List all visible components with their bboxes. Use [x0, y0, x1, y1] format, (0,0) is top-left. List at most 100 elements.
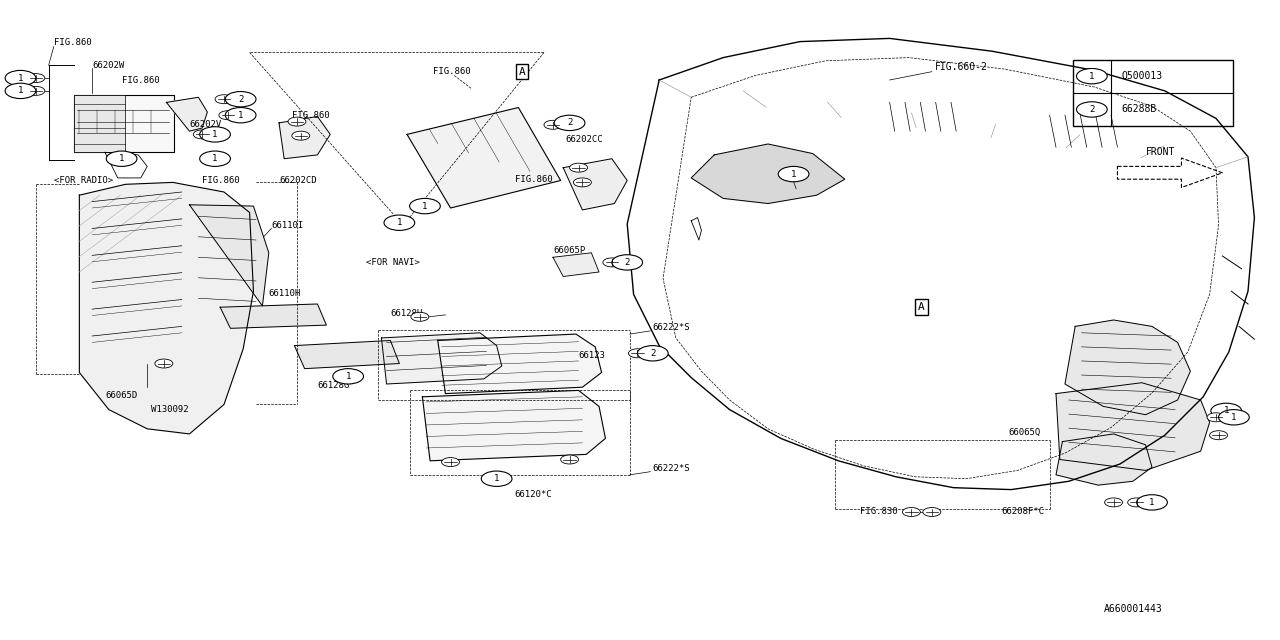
Text: 2: 2 [1089, 105, 1094, 114]
Circle shape [573, 178, 591, 187]
Text: 2: 2 [625, 258, 630, 267]
Bar [1073, 60, 1233, 126]
Text: 2: 2 [650, 349, 655, 358]
Circle shape [288, 117, 306, 126]
Circle shape [200, 127, 230, 142]
Text: 66222*S: 66222*S [653, 323, 690, 332]
Polygon shape [189, 205, 269, 306]
Circle shape [410, 198, 440, 214]
Polygon shape [1056, 383, 1210, 470]
Circle shape [27, 74, 45, 83]
Text: 66288B: 66288B [1121, 104, 1157, 115]
Circle shape [5, 83, 36, 99]
Circle shape [603, 258, 621, 267]
Circle shape [292, 131, 310, 140]
Circle shape [923, 508, 941, 516]
Circle shape [106, 151, 137, 166]
Text: 66065Q: 66065Q [1009, 428, 1041, 436]
Text: 1: 1 [397, 218, 402, 227]
Text: 66202CC: 66202CC [566, 135, 603, 144]
Text: 2: 2 [238, 95, 243, 104]
Text: 2: 2 [567, 118, 572, 127]
Bar [74, 95, 125, 152]
Text: 1: 1 [346, 372, 351, 381]
Circle shape [155, 359, 173, 368]
Polygon shape [294, 340, 399, 369]
Polygon shape [79, 182, 253, 434]
Text: 66208F*C: 66208F*C [1001, 508, 1044, 516]
Text: 66202CD: 66202CD [279, 176, 316, 185]
Text: 66123: 66123 [579, 351, 605, 360]
Circle shape [1076, 68, 1107, 84]
Polygon shape [279, 116, 330, 159]
Text: 1: 1 [494, 474, 499, 483]
Circle shape [1211, 403, 1242, 419]
Circle shape [333, 369, 364, 384]
Text: 1: 1 [1224, 406, 1229, 415]
Text: 1: 1 [18, 74, 23, 83]
Text: <FOR RADIO>: <FOR RADIO> [54, 176, 113, 185]
Circle shape [384, 215, 415, 230]
Text: 66065P: 66065P [553, 246, 585, 255]
Text: 1: 1 [1149, 498, 1155, 507]
Text: 1: 1 [212, 130, 218, 139]
Text: 1: 1 [422, 202, 428, 211]
Text: FRONT: FRONT [1147, 147, 1175, 157]
Circle shape [554, 115, 585, 131]
Text: 1: 1 [791, 170, 796, 179]
Polygon shape [438, 334, 602, 394]
Polygon shape [166, 97, 207, 131]
Bar [74, 95, 174, 152]
Polygon shape [381, 333, 502, 384]
Text: 66222*S: 66222*S [653, 464, 690, 473]
Polygon shape [691, 144, 845, 204]
Text: 66202W: 66202W [92, 61, 124, 70]
Text: 66128G: 66128G [317, 381, 349, 390]
Text: 1: 1 [119, 154, 124, 163]
Text: 1: 1 [1231, 413, 1236, 422]
Circle shape [1137, 495, 1167, 510]
Circle shape [561, 455, 579, 464]
Circle shape [215, 95, 233, 104]
Circle shape [778, 166, 809, 182]
Text: 1: 1 [212, 154, 218, 163]
Circle shape [902, 508, 920, 516]
Circle shape [219, 111, 237, 120]
Text: 1: 1 [18, 86, 23, 95]
Polygon shape [422, 390, 605, 461]
Circle shape [637, 346, 668, 361]
Polygon shape [1056, 434, 1152, 485]
Text: FIG.860: FIG.860 [433, 67, 470, 76]
Circle shape [411, 312, 429, 321]
Circle shape [200, 151, 230, 166]
Text: W130092: W130092 [151, 405, 188, 414]
Circle shape [5, 70, 36, 86]
Text: FIG.860: FIG.860 [292, 111, 329, 120]
Circle shape [1128, 498, 1146, 507]
Circle shape [442, 458, 460, 467]
Text: 1: 1 [238, 111, 243, 120]
Text: 66110H: 66110H [269, 289, 301, 298]
Circle shape [193, 130, 211, 139]
Text: A: A [518, 67, 526, 77]
Circle shape [225, 92, 256, 107]
Circle shape [1105, 498, 1123, 507]
Polygon shape [220, 304, 326, 328]
Text: <FOR NAVI>: <FOR NAVI> [366, 258, 420, 267]
Text: 66202V: 66202V [189, 120, 221, 129]
Circle shape [1219, 410, 1249, 425]
Text: FIG.830: FIG.830 [860, 508, 897, 516]
Text: 66128H: 66128H [390, 309, 422, 318]
Polygon shape [563, 159, 627, 210]
Circle shape [481, 471, 512, 486]
Circle shape [27, 86, 45, 95]
Circle shape [1076, 102, 1107, 117]
Circle shape [225, 108, 256, 123]
Circle shape [612, 255, 643, 270]
Text: FIG.860: FIG.860 [202, 176, 239, 185]
Circle shape [570, 163, 588, 172]
Text: A660001443: A660001443 [1103, 604, 1162, 614]
Text: FIG.860: FIG.860 [515, 175, 552, 184]
Polygon shape [1065, 320, 1190, 415]
Text: FIG.860: FIG.860 [54, 38, 91, 47]
